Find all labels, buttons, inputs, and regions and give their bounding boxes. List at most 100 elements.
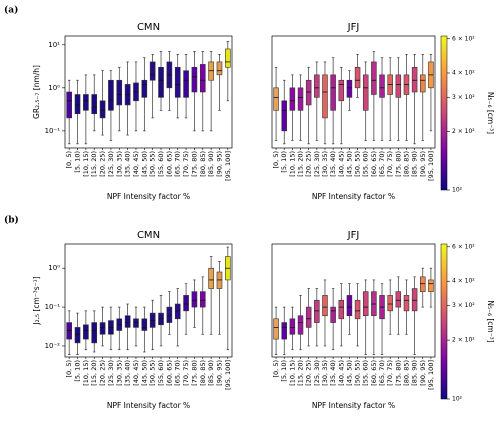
x-tick-label: [0, 5) xyxy=(272,360,280,377)
x-tick-label: [10, 15) xyxy=(288,360,296,386)
y-tick-label: 10⁻¹ xyxy=(45,127,61,135)
x-tick-label: [30, 35) xyxy=(115,151,123,177)
box xyxy=(330,74,336,111)
box xyxy=(428,279,434,292)
x-tick-label: [35, 40) xyxy=(329,151,337,177)
colorbar-label: N₅₋₆ [cm⁻³] xyxy=(486,300,495,342)
colorbar-tick-label: 10² xyxy=(452,396,463,403)
x-tick-label: [75, 80) xyxy=(394,151,402,177)
box xyxy=(362,74,369,111)
x-tick-label: [90, 95) xyxy=(419,360,427,386)
chart-title: JFJ xyxy=(347,22,360,33)
box xyxy=(99,100,106,119)
box xyxy=(74,327,81,344)
box xyxy=(338,299,345,320)
x-tick-label: [15, 20) xyxy=(90,360,98,386)
x-axis-label: NPF Intensity factor % xyxy=(312,401,395,410)
x-tick-label: [50, 55) xyxy=(149,151,157,177)
box xyxy=(305,79,312,106)
box xyxy=(183,70,189,98)
x-tick-label: [80, 85) xyxy=(199,151,207,177)
x-tick-label: [45, 50) xyxy=(140,360,148,386)
x-tick-label: [20, 25) xyxy=(305,360,313,386)
x-tick-label: [35, 40) xyxy=(124,360,132,386)
colorbar-tick-label: 3 × 10² xyxy=(452,94,475,101)
plot-frame xyxy=(271,35,436,149)
x-tick-label: [85, 90) xyxy=(411,151,419,177)
x-tick-label: [10, 15) xyxy=(82,151,90,177)
box xyxy=(273,87,279,111)
box xyxy=(216,61,223,76)
x-tick-label: [70, 75) xyxy=(386,360,394,386)
box xyxy=(314,299,320,323)
box xyxy=(208,267,214,289)
box xyxy=(91,322,98,344)
x-tick-label: [75, 80) xyxy=(190,360,198,386)
x-tick-label: [90, 95) xyxy=(215,151,223,177)
box xyxy=(403,295,410,312)
box xyxy=(387,295,393,312)
x-tick-label: [80, 85) xyxy=(402,360,410,386)
x-tick-label: [10, 15) xyxy=(82,360,90,386)
x-tick-label: [0, 5) xyxy=(272,151,280,168)
panel-label: (a) xyxy=(4,5,18,16)
box xyxy=(74,94,81,115)
x-tick-label: [15, 20) xyxy=(90,151,98,177)
box xyxy=(371,61,377,95)
box xyxy=(191,291,198,308)
y-tick-label: 10⁰ xyxy=(48,84,60,92)
x-tick-label: [55, 60) xyxy=(362,360,370,386)
x-tick-label: [20, 25) xyxy=(99,360,107,386)
x-tick-label: [5, 10) xyxy=(280,151,288,173)
x-tick-label: [45, 50) xyxy=(345,360,353,386)
x-tick-label: [40, 45) xyxy=(132,360,140,386)
x-tick-label: [65, 70) xyxy=(378,360,386,386)
x-tick-label: [35, 40) xyxy=(329,360,337,386)
x-tick-label: [70, 75) xyxy=(182,151,190,177)
x-tick-label: [55, 60) xyxy=(362,151,370,177)
box xyxy=(289,87,296,111)
x-tick-label: [15, 20) xyxy=(297,360,305,386)
box xyxy=(289,318,296,335)
box xyxy=(395,74,402,98)
chart-title: CMN xyxy=(137,22,160,33)
colorbar xyxy=(440,243,448,400)
colorbar-label: N₅₋₆ [cm⁻³] xyxy=(486,92,495,134)
x-tick-label: [95, 100] xyxy=(427,360,435,390)
plot-frame xyxy=(64,243,233,358)
x-tick-label: [25, 30) xyxy=(107,151,115,177)
x-tick-label: [90, 95) xyxy=(419,151,427,177)
x-tick-label: [5, 10) xyxy=(74,151,82,173)
y-tick-label: 10⁻² xyxy=(45,342,61,350)
box xyxy=(411,66,418,93)
box xyxy=(199,291,206,308)
box xyxy=(83,324,89,340)
box xyxy=(297,315,304,335)
x-tick-label: [50, 55) xyxy=(354,360,362,386)
box xyxy=(420,74,426,93)
chart-title: JFJ xyxy=(347,230,360,241)
x-tick-label: [60, 65) xyxy=(165,151,173,177)
plot-frame xyxy=(64,35,233,149)
box xyxy=(116,79,123,106)
x-tick-label: [75, 80) xyxy=(190,151,198,177)
x-tick-label: [85, 90) xyxy=(207,360,215,386)
x-tick-label: [40, 45) xyxy=(337,151,345,177)
x-axis-label: NPF Intensity factor % xyxy=(312,192,395,201)
x-tick-label: [80, 85) xyxy=(199,360,207,386)
x-tick-label: [30, 35) xyxy=(321,151,329,177)
box xyxy=(346,79,353,98)
box xyxy=(281,322,287,340)
x-tick-label: [85, 90) xyxy=(207,151,215,177)
y-tick-label: 10¹ xyxy=(48,41,60,49)
box xyxy=(199,64,206,93)
x-tick-label: [40, 45) xyxy=(132,151,140,177)
x-tick-label: [0, 5) xyxy=(65,151,73,168)
colorbar-tick-label: 2 × 10² xyxy=(452,128,475,135)
x-tick-label: [65, 70) xyxy=(174,151,182,177)
x-tick-label: [55, 60) xyxy=(157,360,165,386)
x-axis-label: NPF Intensity factor % xyxy=(107,401,190,410)
box xyxy=(330,306,336,323)
x-tick-label: [50, 55) xyxy=(354,151,362,177)
